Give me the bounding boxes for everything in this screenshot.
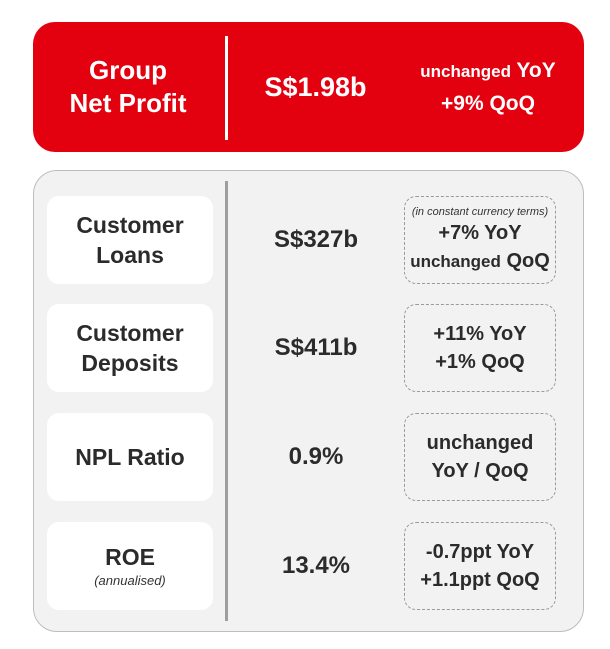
customer-loans-qoq-suffix: QoQ [506, 249, 550, 272]
customer-deposits-value: S$411b [274, 334, 358, 361]
npl-ratio-label-card: NPL Ratio [47, 413, 213, 501]
customer-loans-change-box: (in constant currency terms) +7% YoY unc… [404, 196, 556, 284]
npl-ratio-label: NPL Ratio [75, 444, 185, 470]
roe-change-box: -0.7ppt YoY +1.1ppt QoQ [404, 522, 556, 610]
net-profit-title: Group Net Profit [33, 22, 223, 152]
npl-ratio-change-line2: YoY / QoQ [431, 460, 529, 482]
customer-loans-label-line2: Loans [96, 242, 164, 268]
npl-ratio-change-line1: unchanged [426, 432, 534, 454]
customer-loans-qoq: unchanged QoQ [410, 247, 550, 276]
net-profit-yoy: unchanged YoY [420, 55, 555, 88]
customer-loans-label-card: Customer Loans [47, 196, 213, 284]
customer-loans-value: S$327b [273, 226, 359, 253]
net-profit-qoq: +9% QoQ [441, 91, 535, 115]
customer-loans-qoq-word: unchanged [410, 251, 501, 271]
net-profit-change: unchanged YoY +9% QoQ [398, 22, 578, 152]
customer-loans-label-line1: Customer [76, 212, 184, 238]
roe-label-card: ROE (annualised) [47, 522, 213, 610]
net-profit-title-line1: Group [89, 55, 167, 85]
net-profit-value: S$1.98b [264, 71, 367, 102]
metrics-panel: Customer Loans S$327b (in constant curre… [33, 170, 584, 632]
roe-yoy: -0.7ppt YoY [425, 541, 535, 563]
customer-deposits-change-box: +11% YoY +1% QoQ [404, 304, 556, 392]
net-profit-yoy-suffix: YoY [516, 58, 556, 82]
net-profit-banner: Group Net Profit S$1.98b unchanged YoY +… [33, 22, 584, 152]
npl-ratio-value: 0.9% [288, 443, 344, 470]
customer-deposits-qoq: +1% QoQ [435, 351, 525, 373]
customer-loans-note: (in constant currency terms) [411, 205, 549, 218]
customer-loans-yoy: +7% YoY [438, 221, 522, 244]
roe-label: ROE [105, 544, 155, 570]
banner-divider [225, 36, 228, 140]
roe-qoq: +1.1ppt QoQ [420, 569, 540, 591]
panel-divider [225, 181, 228, 621]
roe-sub-label: (annualised) [94, 573, 166, 588]
net-profit-yoy-word: unchanged [420, 61, 511, 81]
npl-ratio-change-box: unchanged YoY / QoQ [404, 413, 556, 501]
net-profit-title-line2: Net Profit [69, 88, 187, 118]
customer-deposits-label-line2: Deposits [81, 350, 179, 376]
customer-deposits-label-card: Customer Deposits [47, 304, 213, 392]
customer-deposits-label-line1: Customer [76, 320, 184, 346]
customer-deposits-yoy: +11% YoY [433, 323, 527, 345]
roe-value: 13.4% [281, 552, 351, 579]
